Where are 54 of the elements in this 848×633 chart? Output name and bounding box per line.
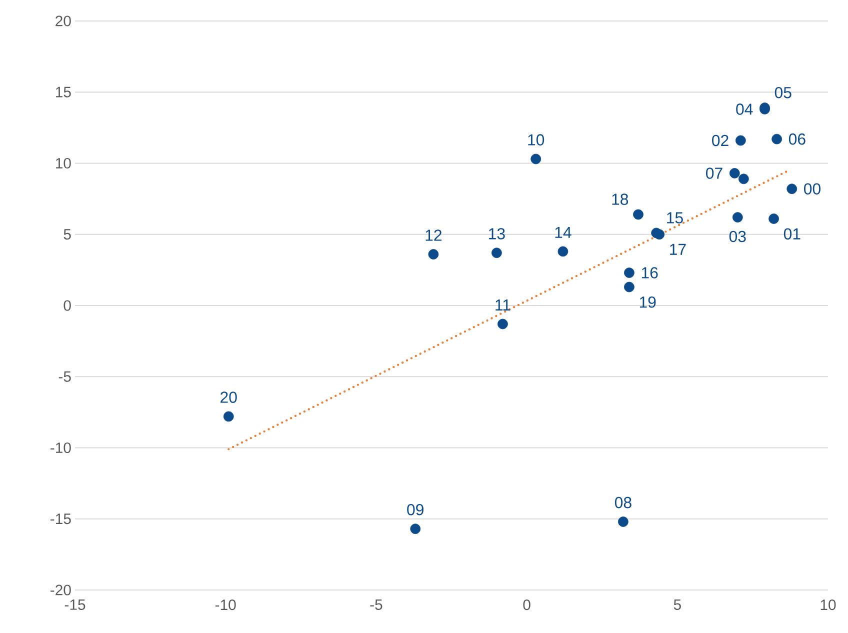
y-tick-label: -20 — [50, 584, 71, 596]
y-tick-label: -5 — [58, 371, 71, 382]
annotation: 16 — [642, 267, 658, 278]
point — [729, 168, 740, 178]
point — [654, 229, 665, 240]
y-tick-label: -10 — [50, 442, 71, 454]
x-tick-label: -5 — [370, 600, 382, 610]
annotation: 01 — [784, 228, 800, 240]
x-tick-label: 0 — [523, 600, 530, 610]
annotation: 14 — [555, 226, 572, 238]
annotation: 04 — [736, 104, 753, 115]
annotation: 00 — [804, 183, 820, 194]
annotation: 19 — [640, 296, 656, 308]
point — [530, 154, 542, 164]
annotation: 10 — [528, 134, 544, 146]
point — [498, 318, 508, 330]
annotation: 08 — [614, 496, 632, 508]
y-tick-label: 10 — [56, 158, 71, 169]
annotation: 05 — [774, 86, 792, 98]
annotation: 17 — [670, 244, 686, 255]
point — [492, 248, 502, 258]
annotation: 07 — [706, 168, 722, 179]
point — [428, 249, 439, 260]
point — [223, 411, 234, 422]
x-tick-label: 10 — [820, 600, 836, 610]
annotation: 13 — [489, 228, 505, 240]
x-tick-label: -10 — [215, 600, 236, 610]
annotation: 18 — [612, 194, 628, 205]
point — [735, 135, 746, 146]
point — [768, 214, 779, 224]
point — [633, 209, 644, 220]
y-tick-label: 0 — [64, 300, 71, 311]
point — [618, 516, 628, 527]
y-tick-label: -15 — [50, 514, 71, 524]
annotation: 15 — [667, 212, 683, 224]
point — [624, 282, 634, 292]
y-tick-label: 15 — [56, 86, 71, 98]
point — [732, 212, 743, 222]
annotation: 06 — [788, 133, 806, 145]
annotation: 12 — [426, 230, 442, 241]
point — [786, 184, 798, 194]
point — [624, 268, 634, 278]
point — [772, 134, 782, 144]
point — [558, 246, 568, 257]
point — [410, 524, 421, 534]
y-tick-label: 5 — [64, 229, 71, 240]
annotation: 11 — [496, 300, 510, 310]
y-tick-label: 20 — [56, 16, 71, 26]
annotation: 02 — [712, 134, 728, 146]
annotation: 09 — [407, 504, 424, 516]
annotation: 20 — [220, 392, 237, 403]
point — [738, 174, 749, 184]
x-tick-label: 5 — [674, 600, 681, 610]
annotation: 03 — [729, 230, 746, 242]
